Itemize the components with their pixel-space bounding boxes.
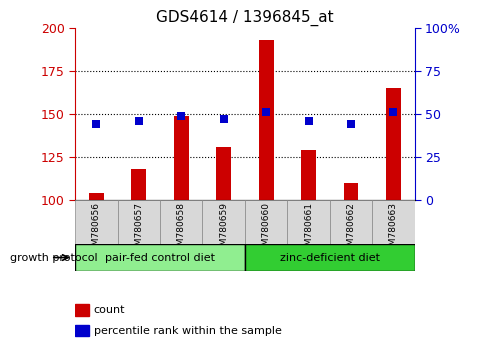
Title: GDS4614 / 1396845_at: GDS4614 / 1396845_at [156,9,333,25]
Bar [244,200,287,262]
Bar [244,244,414,271]
Text: zinc-deficient diet: zinc-deficient diet [279,252,379,263]
Text: pair-fed control diet: pair-fed control diet [105,252,214,263]
Text: GSM780659: GSM780659 [219,202,228,257]
Bar [258,40,273,200]
Text: growth protocol: growth protocol [10,252,97,263]
Bar [343,183,358,200]
Point [262,110,270,115]
Bar [89,193,104,200]
Bar [75,200,117,262]
Bar [202,200,244,262]
Bar [216,147,231,200]
Point [347,122,354,127]
Point [219,116,227,122]
Text: GSM780660: GSM780660 [261,202,270,257]
Text: GSM780661: GSM780661 [303,202,313,257]
Bar [131,169,146,200]
Text: count: count [94,305,125,315]
Bar [385,88,400,200]
Point [389,110,396,115]
Bar [75,325,89,336]
Point [92,122,100,127]
Bar [301,150,316,200]
Text: percentile rank within the sample: percentile rank within the sample [94,326,281,336]
Bar [372,200,414,262]
Text: GSM780662: GSM780662 [346,202,355,257]
Bar [117,200,160,262]
Bar [173,116,188,200]
Text: GSM780658: GSM780658 [176,202,185,257]
Point [135,118,142,124]
Bar [75,304,89,316]
Bar [75,244,244,271]
Point [177,113,185,119]
Text: GSM780657: GSM780657 [134,202,143,257]
Bar [160,200,202,262]
Text: GSM780656: GSM780656 [91,202,101,257]
Bar [287,200,329,262]
Text: GSM780663: GSM780663 [388,202,397,257]
Point [304,118,312,124]
Bar [329,200,372,262]
